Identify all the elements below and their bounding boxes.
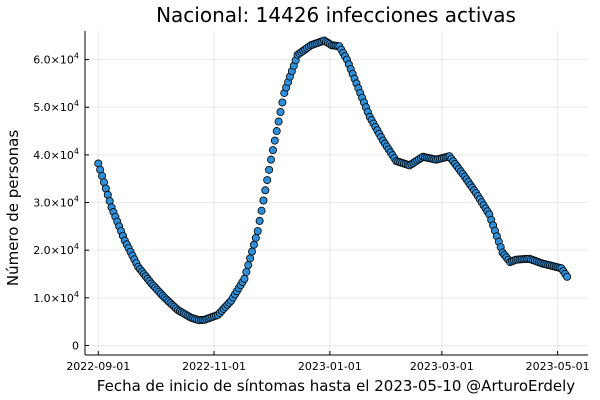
- ticks: 0 1.0×104 2.0×104 3.0×104 4.0×104 5.0×104 6.0×…: [33, 52, 589, 373]
- x-tick-label: 2022-09-01: [66, 360, 130, 373]
- data-point: [259, 196, 268, 205]
- x-tick-label: 2022-11-01: [182, 360, 246, 373]
- y-tick-label: 2.0×104: [33, 242, 79, 257]
- data-point: [242, 267, 251, 276]
- y-tick-label: 4.0×104: [33, 147, 79, 162]
- chart-title: Nacional: 14426 infecciones activas: [156, 3, 516, 27]
- data-point: [272, 127, 281, 136]
- x-tick-label: 2023-01-01: [298, 360, 362, 373]
- data-point: [267, 155, 276, 164]
- data-point: [563, 272, 572, 281]
- y-tick-label: 6.0×104: [33, 52, 79, 67]
- data-points: [94, 36, 572, 325]
- x-tick-label: 2023-05-01: [526, 360, 590, 373]
- data-point: [251, 233, 260, 242]
- y-tick-label: 3.0×104: [33, 195, 79, 210]
- data-point: [261, 186, 270, 195]
- y-tick-label: 1.0×104: [33, 290, 79, 305]
- data-point: [249, 240, 258, 249]
- data-point: [255, 216, 264, 225]
- y-axis-label: Número de personas: [4, 130, 22, 286]
- data-point: [244, 261, 253, 270]
- y-tick-label: 0: [72, 339, 79, 352]
- data-point: [257, 206, 266, 215]
- data-point: [265, 165, 274, 174]
- grid: [85, 31, 588, 355]
- data-point: [253, 227, 262, 236]
- data-point: [278, 98, 287, 107]
- data-point: [263, 176, 272, 185]
- x-tick-label: 2023-03-01: [410, 360, 474, 373]
- y-tick-label: 5.0×104: [33, 99, 79, 114]
- data-point: [270, 136, 279, 145]
- data-point: [246, 254, 255, 263]
- data-point: [276, 108, 285, 117]
- data-point: [268, 146, 277, 155]
- data-point: [274, 117, 283, 126]
- data-point: [248, 247, 257, 256]
- data-point: [240, 274, 249, 283]
- axes: [84, 31, 588, 356]
- x-axis-label: Fecha de inicio de síntomas hasta el 202…: [97, 377, 576, 395]
